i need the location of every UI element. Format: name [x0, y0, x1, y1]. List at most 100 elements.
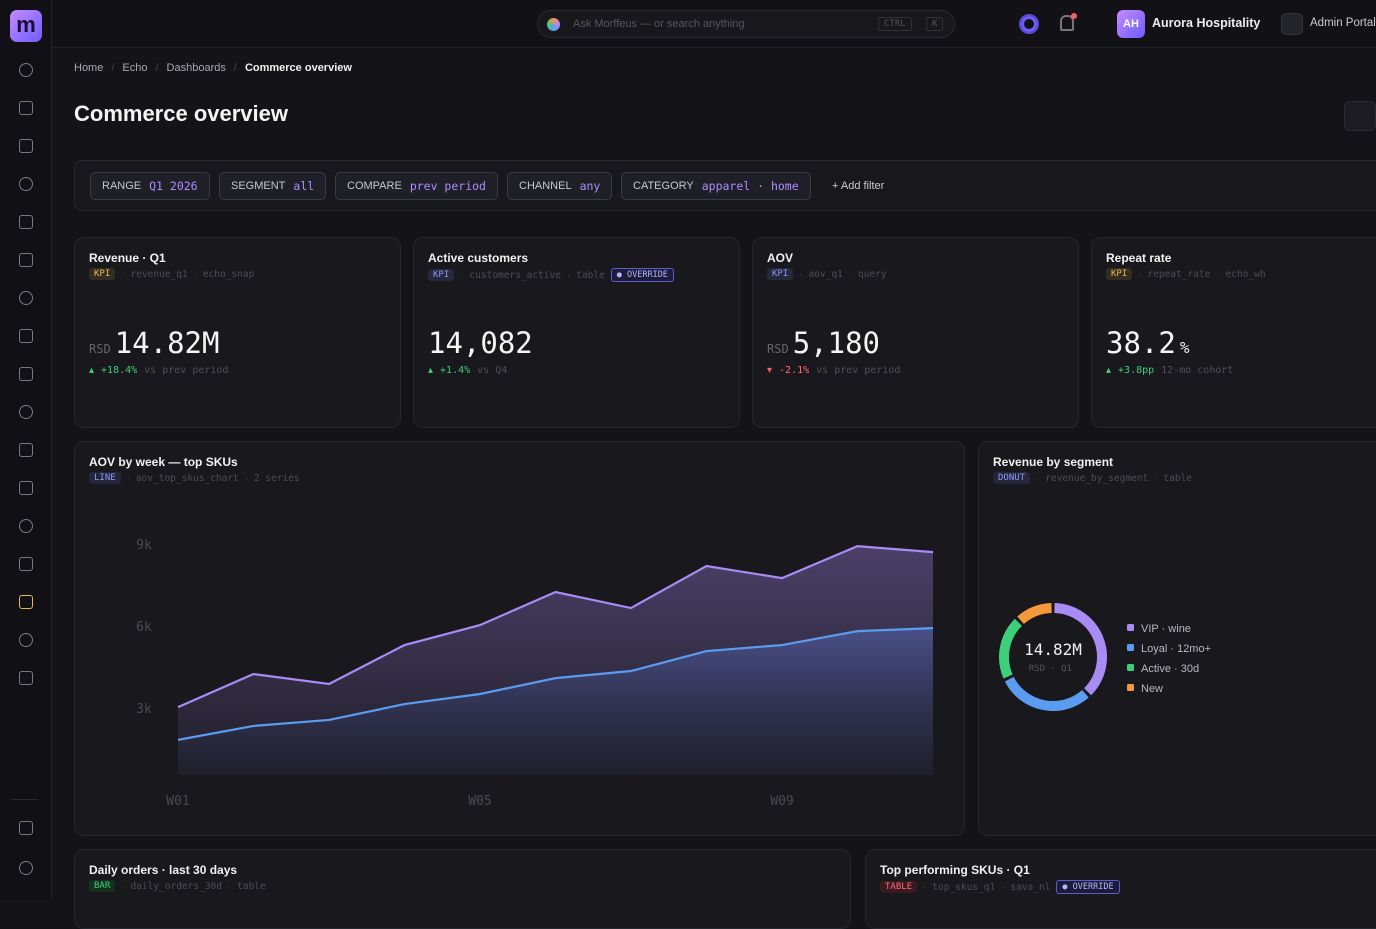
nav-icon[interactable]	[19, 177, 33, 191]
kpi-compare: 12-mo cohort	[1161, 365, 1234, 376]
org-name[interactable]: Aurora Hospitality	[1152, 16, 1261, 30]
meta: aov_q1	[808, 268, 843, 280]
sep: ·	[126, 472, 130, 484]
nav-icon[interactable]	[19, 405, 33, 419]
nav-icon[interactable]	[19, 63, 33, 77]
filter-value: apparel · home	[701, 179, 799, 193]
nav-icon[interactable]	[19, 443, 33, 457]
tag: KPI	[767, 268, 794, 280]
sep: ·	[227, 880, 232, 892]
crumb[interactable]: Commerce overview	[244, 62, 352, 74]
override-text: OVERRIDE	[626, 270, 668, 280]
shortcut-key: K	[926, 17, 944, 31]
kpi-delta: -2.1%	[779, 365, 810, 376]
meta: revenue_q1	[130, 268, 188, 280]
nav-icon[interactable]	[19, 291, 33, 305]
filter-chip[interactable]: SEGMENT all	[219, 172, 327, 200]
sep: ·	[1138, 268, 1142, 280]
meta: repeat_rate	[1147, 268, 1211, 280]
tag: BAR	[89, 880, 116, 892]
meta: table	[1163, 472, 1192, 484]
kpi-title: Revenue · Q1	[89, 251, 166, 265]
logo[interactable]: m	[10, 10, 42, 42]
add-filter-label: Add filter	[840, 180, 885, 192]
filter-chip[interactable]: COMPARE prev period	[335, 172, 498, 200]
tag: TABLE	[880, 881, 918, 893]
crumb-sep: /	[111, 62, 115, 74]
kpi-delta: +18.4%	[101, 365, 138, 376]
meta: top_skus_q1	[932, 881, 996, 893]
meta: query	[857, 268, 887, 280]
nav-icon[interactable]	[19, 861, 33, 875]
kpi-card: Active customers KPI · customers_active · tab…	[413, 237, 740, 428]
bell-icon[interactable]	[1060, 15, 1074, 31]
nav-icon[interactable]	[19, 821, 33, 835]
kpi-card: AOV KPI · aov_q1 · query RSD 5,180 ▾ -2.1% vs prev…	[752, 237, 1079, 428]
nav-icon[interactable]	[19, 633, 33, 647]
filter-chip[interactable]: CATEGORY apparel · home	[621, 172, 811, 200]
filter-key: COMPARE	[347, 180, 402, 192]
filter-chip[interactable]: CHANNEL any	[507, 172, 613, 200]
panel-title: Revenue by segment	[993, 455, 1114, 469]
meta: aov_top_skus_chart	[135, 472, 239, 484]
sep: ·	[1001, 881, 1005, 893]
divider	[12, 799, 38, 800]
nav-icon[interactable]	[19, 329, 33, 343]
nav-icon[interactable]	[19, 215, 33, 229]
meta: daily_orders_30d	[130, 880, 222, 892]
status-icon[interactable]	[1019, 14, 1039, 34]
nav-icon[interactable]	[19, 557, 33, 571]
nav-icon[interactable]	[19, 481, 33, 495]
kpi-meta: KPI · aov_q1 · query	[767, 268, 887, 280]
sep: ·	[799, 268, 803, 280]
nav-icon[interactable]	[19, 253, 33, 267]
nav-icon[interactable]	[19, 139, 33, 153]
search-box[interactable]: Ask Morffeus — or search anything CTRL K	[537, 10, 955, 38]
kpi-title: AOV	[767, 251, 794, 265]
nav-icon[interactable]	[19, 595, 33, 609]
filter-key: SEGMENT	[231, 180, 286, 192]
kpi-unit: RSD	[767, 342, 789, 356]
override-badge: ● OVERRIDE	[610, 268, 674, 282]
kpi-value-row: 38.2%	[1106, 326, 1189, 360]
sep: ·	[121, 880, 125, 892]
filter-chip[interactable]: RANGE Q1 2026	[90, 172, 210, 200]
tag: KPI	[428, 269, 455, 281]
tag: KPI	[1106, 268, 1133, 280]
kpi-compare: vs prev period	[816, 365, 901, 376]
delta-arrow: ▴	[89, 365, 95, 376]
nav-icon[interactable]	[19, 101, 33, 115]
meta: customers_active	[469, 269, 561, 281]
crumb[interactable]: Home	[74, 62, 104, 74]
panel-meta: DONUT · revenue_by_segment · table	[993, 472, 1192, 484]
portal-name[interactable]: Admin Portal	[1310, 17, 1376, 29]
kpi-card: Repeat rate KPI · repeat_rate · echo_wh 38.2% ▴…	[1091, 237, 1376, 428]
kpi-suffix: %	[1179, 338, 1190, 357]
avatar[interactable]: AH	[1117, 10, 1145, 38]
meta: table	[576, 269, 605, 281]
kpi-value: 14.82M	[114, 326, 220, 360]
panel-meta: BAR · daily_orders_30d · table	[89, 880, 266, 892]
nav-icon[interactable]	[19, 367, 33, 381]
portal-icon	[1281, 13, 1303, 35]
meta: revenue_by_segment	[1045, 472, 1149, 484]
aov-panel: AOV by week — top SKUs LINE · aov_top_skus…	[74, 441, 965, 836]
nav-icon[interactable]	[19, 671, 33, 685]
sep: ·	[121, 268, 125, 280]
meta: echo_snap	[202, 268, 255, 280]
crumb[interactable]: Dashboards	[166, 62, 226, 74]
refresh-button[interactable]	[1344, 101, 1376, 131]
kpi-delta-row: ▾ -2.1% vs prev period	[767, 365, 900, 376]
page-title: Commerce overview	[74, 101, 288, 126]
kpi-meta: KPI · repeat_rate · echo_wh	[1106, 268, 1266, 280]
filter-key: RANGE	[102, 180, 142, 192]
nav-icon[interactable]	[19, 519, 33, 533]
crumb-sep: /	[233, 62, 237, 74]
topbar: Ask Morffeus — or search anything CTRL K…	[52, 0, 1376, 48]
kpi-delta-row: ▴ +3.8pp 12-mo cohort	[1106, 365, 1233, 376]
crumb[interactable]: Echo	[122, 62, 148, 74]
add-filter[interactable]: + Add filter	[832, 180, 885, 192]
override-text: OVERRIDE	[1072, 882, 1114, 892]
filter-key: CHANNEL	[519, 180, 572, 192]
tag: LINE	[89, 472, 121, 484]
